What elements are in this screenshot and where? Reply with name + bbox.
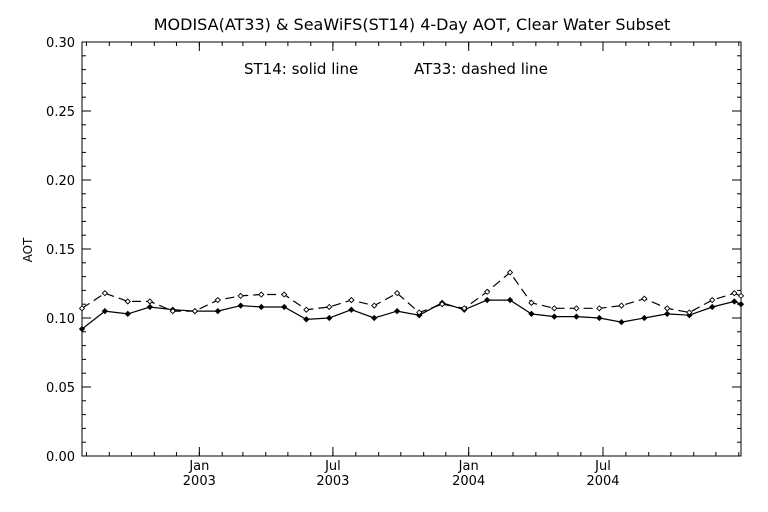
data-point-at33 xyxy=(371,302,378,309)
data-point-st14 xyxy=(214,307,221,315)
legend-dashed-annotation: AT33: dashed line xyxy=(414,60,548,78)
chart-title: MODISA(AT33) & SeaWiFS(ST14) 4-Day AOT, … xyxy=(154,15,671,34)
data-point-at33 xyxy=(506,269,514,276)
data-point-at33 xyxy=(101,290,109,297)
data-point-at33 xyxy=(641,295,648,302)
data-point-st14 xyxy=(528,310,535,317)
data-point-at33 xyxy=(416,309,423,316)
data-point-at33 xyxy=(596,305,603,312)
legend-solid-annotation: ST14: solid line xyxy=(244,60,358,78)
y-tick-label: 0.25 xyxy=(46,105,75,120)
data-point-at33 xyxy=(348,296,355,304)
data-point-st14 xyxy=(709,303,716,311)
data-point-at33 xyxy=(124,298,131,305)
y-tick-label: 0.15 xyxy=(46,243,75,258)
data-point-st14 xyxy=(303,316,310,323)
x-tick-month-label: Jul xyxy=(324,459,341,474)
data-point-at33 xyxy=(686,309,693,316)
data-point-at33 xyxy=(191,307,199,315)
data-point-st14 xyxy=(551,313,558,320)
data-point-st14 xyxy=(731,298,738,305)
x-tick-month-label: Jan xyxy=(458,459,479,474)
data-point-at33 xyxy=(484,288,491,295)
x-tick-month-label: Jan xyxy=(188,459,209,474)
data-point-st14 xyxy=(393,307,401,315)
x-tick-year-label: 2003 xyxy=(316,474,349,489)
x-tick-year-label: 2004 xyxy=(452,474,485,489)
data-point-at33 xyxy=(146,298,154,305)
series-line-at33 xyxy=(81,271,742,314)
data-point-st14 xyxy=(573,313,580,320)
y-axis: 0.00 0.05 0.10 0.15 0.20 0.25 0.30 xyxy=(46,36,741,465)
data-point-at33 xyxy=(258,291,265,298)
data-point-at33 xyxy=(573,305,580,312)
data-point-st14 xyxy=(484,296,491,304)
data-point-st14 xyxy=(371,314,378,322)
y-tick-label: 0.00 xyxy=(46,450,75,465)
data-point-st14 xyxy=(78,325,86,333)
y-tick-label: 0.05 xyxy=(46,381,75,396)
data-point-st14 xyxy=(101,307,109,315)
data-point-at33 xyxy=(78,305,86,312)
data-point-st14 xyxy=(281,303,288,311)
data-point-st14 xyxy=(737,301,745,308)
x-tick-year-label: 2004 xyxy=(586,474,619,489)
data-point-st14 xyxy=(146,303,154,311)
series-line-st14 xyxy=(81,299,742,330)
data-point-at33 xyxy=(169,307,176,315)
x-tick-year-label: 2003 xyxy=(183,474,216,489)
data-point-st14 xyxy=(506,296,514,304)
data-point-st14 xyxy=(348,306,355,313)
data-point-at33 xyxy=(393,290,401,297)
data-point-st14 xyxy=(618,319,625,326)
data-point-st14 xyxy=(258,303,265,311)
y-tick-label: 0.10 xyxy=(46,312,75,327)
data-point-at33 xyxy=(237,292,244,300)
data-point-at33 xyxy=(737,292,745,300)
y-tick-label: 0.30 xyxy=(46,36,75,51)
data-point-at33 xyxy=(214,296,221,304)
data-point-at33 xyxy=(528,299,535,306)
data-point-at33 xyxy=(664,305,671,312)
x-tick-month-label: Jul xyxy=(594,459,611,474)
data-point-at33 xyxy=(709,296,716,304)
data-point-at33 xyxy=(281,291,288,298)
data-point-at33 xyxy=(618,302,625,309)
data-point-st14 xyxy=(664,310,671,317)
data-point-at33 xyxy=(303,306,310,313)
data-point-st14 xyxy=(326,314,333,322)
data-point-at33 xyxy=(731,290,738,297)
data-point-st14 xyxy=(124,310,131,317)
plot-series xyxy=(78,269,745,333)
plot-frame xyxy=(81,41,742,457)
data-point-st14 xyxy=(237,302,244,309)
y-axis-title: AOT xyxy=(21,237,35,262)
data-point-at33 xyxy=(461,305,468,312)
data-point-at33 xyxy=(438,301,446,308)
data-point-st14 xyxy=(596,314,603,322)
y-tick-label: 0.20 xyxy=(46,174,75,189)
data-point-at33 xyxy=(326,303,333,311)
data-point-at33 xyxy=(551,305,558,312)
data-point-st14 xyxy=(641,314,648,322)
